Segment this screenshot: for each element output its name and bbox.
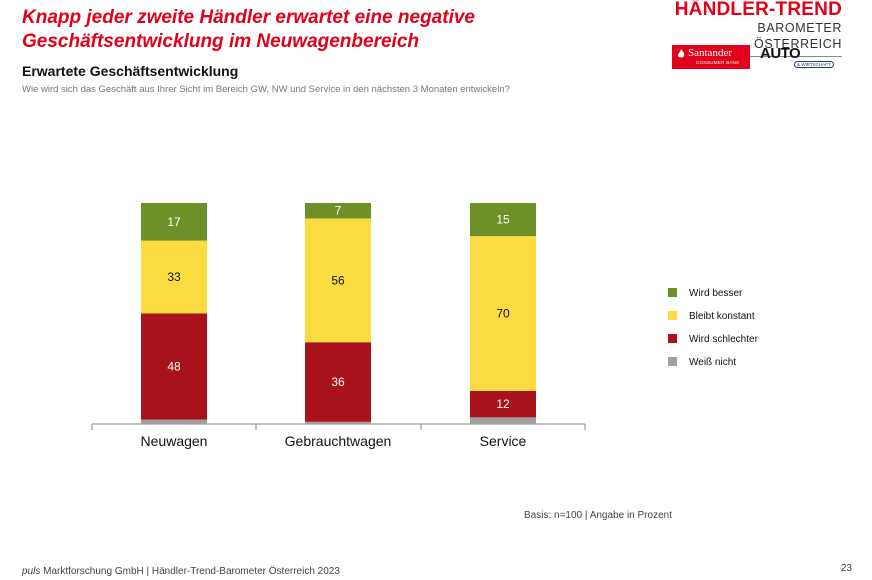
flame-icon: [677, 49, 685, 58]
bar-segment: [141, 313, 207, 420]
data-label: 7: [335, 204, 342, 218]
data-label: 33: [167, 270, 181, 284]
bar-segment: [305, 218, 371, 343]
bar-segment: [470, 417, 536, 424]
chart-subtitle: Erwartete Geschäftsentwicklung: [22, 63, 239, 79]
legend-swatch: [668, 357, 677, 366]
bar-segment: [470, 390, 536, 418]
data-label: 70: [496, 307, 510, 321]
legend-label: Weiß nicht: [689, 357, 736, 368]
legend-swatch: [668, 334, 677, 343]
data-label: 56: [331, 273, 345, 287]
basis-note: Basis: n=100 | Angabe in Prozent: [524, 510, 672, 521]
brand-block: HÄNDLER-TREND BAROMETER ÖSTERREICH: [672, 0, 842, 57]
legend-swatch: [668, 311, 677, 320]
footer: puls Marktforschung GmbH | Händler-Trend…: [22, 566, 340, 577]
footer-company: puls: [22, 566, 41, 577]
bar-segment: [141, 240, 207, 314]
partner-logos: Santander CONSUMER BANK AUTO & WIRTSCHAF…: [672, 45, 842, 69]
page-number: 23: [840, 563, 852, 574]
category-label: Neuwagen: [141, 433, 208, 449]
bar-segment: [305, 342, 371, 422]
bar-segment: [141, 203, 207, 241]
data-label: 17: [167, 215, 181, 229]
bar-segment: [305, 203, 371, 219]
data-label: 36: [331, 375, 345, 389]
bar-segment: [470, 203, 536, 237]
santander-name: Santander: [688, 47, 732, 59]
santander-subtext: CONSUMER BANK: [696, 60, 740, 65]
bar-segment: [141, 419, 207, 424]
brand-title: HÄNDLER-TREND: [674, 0, 842, 20]
auto-subtext: & WIRTSCHAFT: [794, 61, 834, 68]
auto-logo: AUTO: [760, 45, 801, 62]
legend-label: Wird besser: [689, 288, 743, 299]
santander-logo: Santander CONSUMER BANK: [672, 45, 750, 69]
legend-swatch: [668, 288, 677, 297]
headline: Knapp jeder zweite Händler erwartet eine…: [22, 7, 475, 52]
legend-label: Wird schlechter: [689, 334, 759, 345]
bar-segment: [470, 236, 536, 391]
data-label: 12: [496, 397, 510, 411]
survey-question: Wie wird sich das Geschäft aus Ihrer Sic…: [22, 84, 510, 95]
legend-label: Bleibt konstant: [689, 311, 755, 322]
footer-text: Marktforschung GmbH | Händler-Trend-Baro…: [40, 566, 340, 577]
category-label: Gebrauchtwagen: [285, 433, 392, 449]
brand-subtitle: BAROMETER ÖSTERREICH: [672, 20, 842, 57]
category-label: Service: [480, 433, 527, 449]
data-label: 48: [167, 360, 181, 374]
data-label: 15: [496, 213, 510, 227]
bar-segment: [305, 421, 371, 424]
